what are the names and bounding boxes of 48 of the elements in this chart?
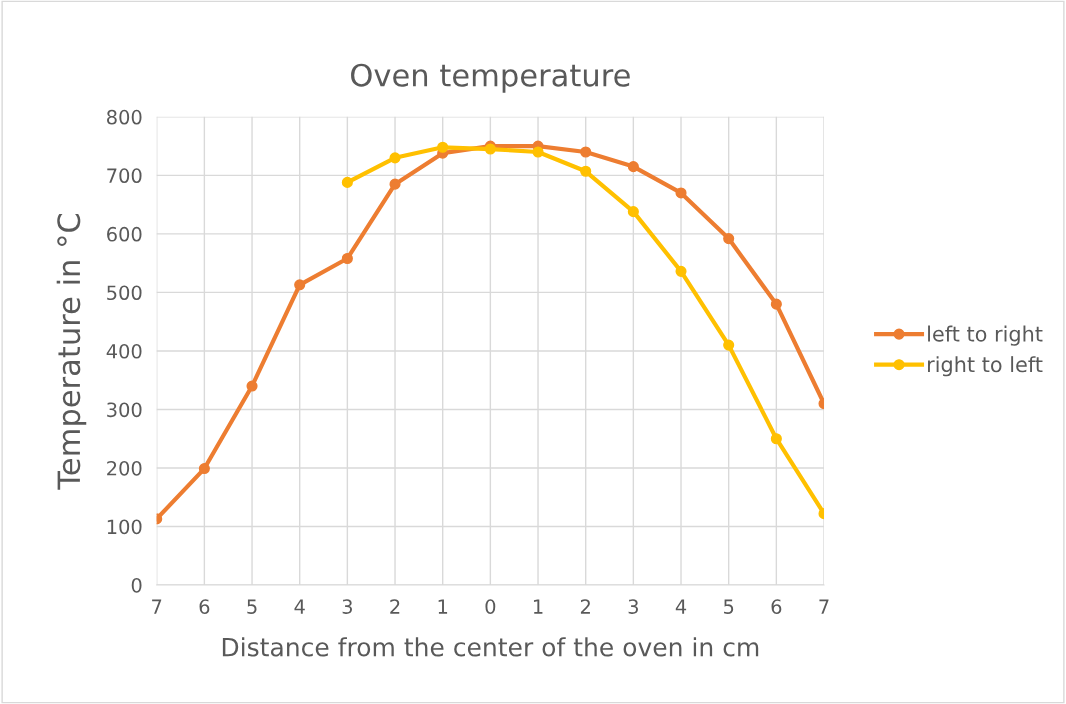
point [627, 161, 639, 173]
point [437, 141, 449, 153]
point [627, 206, 639, 218]
x-tick-label: 1 [438, 599, 448, 614]
legend-label: right to left [928, 356, 1043, 377]
point [675, 187, 687, 199]
x-tick-label: 7 [819, 599, 829, 614]
x-tick-label: 4 [294, 599, 305, 614]
x-tick-label: 2 [390, 599, 400, 614]
x-tick-label: 1 [533, 599, 543, 614]
y-tick-label: 600 [107, 226, 142, 242]
point [389, 178, 401, 190]
x-tick-label: 5 [247, 599, 257, 614]
point [294, 279, 306, 291]
point [580, 146, 592, 158]
point [723, 233, 735, 245]
point [770, 298, 782, 310]
chart-title: Oven temperature [351, 63, 630, 93]
point [341, 252, 353, 265]
x-tick-label: 0 [485, 599, 496, 614]
point [198, 463, 210, 475]
x-tick-label: 6 [771, 599, 782, 614]
y-tick-label: 400 [106, 343, 142, 359]
legend-label: left to right [928, 325, 1043, 346]
y-tick-label: 500 [107, 285, 142, 301]
point [341, 176, 353, 188]
y-axis-title: Temperature in °C [56, 213, 87, 490]
y-tick-label: 800 [107, 109, 142, 125]
x-tick-label: 5 [724, 599, 734, 614]
point [389, 152, 401, 164]
x-tick-label: 3 [342, 599, 352, 614]
point [723, 339, 735, 351]
x-tick-label: 2 [580, 599, 590, 614]
y-tick-label: 300 [107, 402, 142, 418]
x-tick-label: 3 [628, 599, 638, 614]
x-axis-title: Distance from the center of the oven in cm [222, 637, 759, 657]
y-tick-label: 100 [107, 519, 142, 535]
point [532, 146, 544, 158]
point [246, 380, 258, 392]
x-tick-label: 7 [152, 599, 162, 614]
y-tick-label: 0 [131, 577, 142, 593]
point [675, 265, 687, 277]
point [770, 433, 782, 445]
x-tick-label: 4 [675, 599, 687, 614]
x-tick-label: 6 [199, 599, 210, 614]
y-tick-label: 700 [107, 168, 142, 184]
point [580, 165, 592, 177]
y-tick-label: 200 [107, 460, 142, 476]
